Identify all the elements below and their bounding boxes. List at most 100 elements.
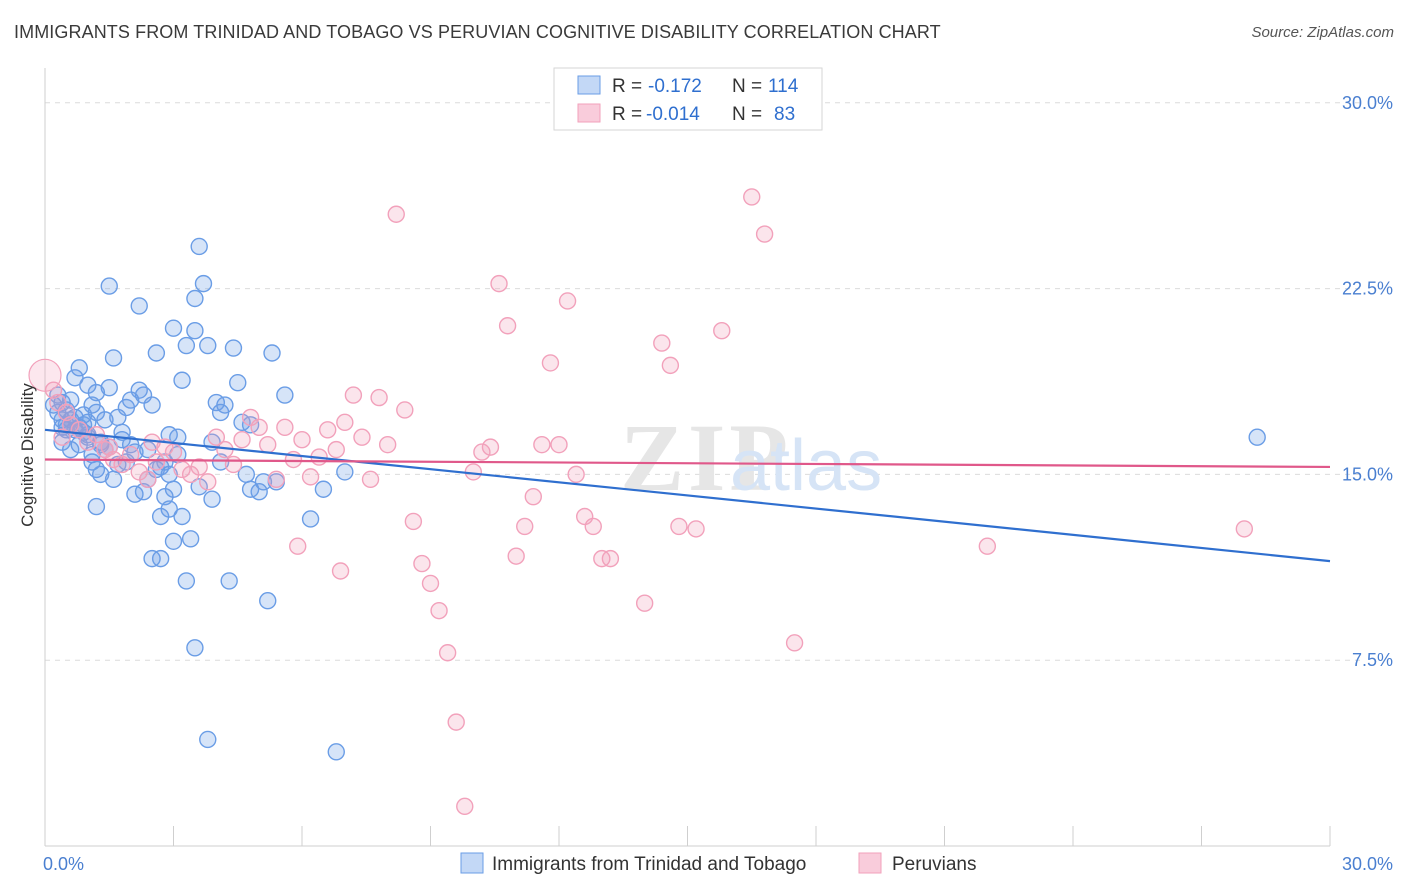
stats-legend: R = -0.172 N = 114 R = -0.014 N = 83 — [553, 67, 823, 131]
point-s1-41 — [396, 401, 414, 419]
point-s0-39 — [147, 344, 166, 362]
legend-swatch-pink — [577, 103, 601, 123]
point-cluster-pink — [28, 358, 62, 392]
point-s1-40 — [387, 205, 405, 223]
y-tick-label-0: 30.0% — [1342, 93, 1393, 113]
y-tick-label-3: 7.5% — [1352, 650, 1393, 670]
chart-title: IMMIGRANTS FROM TRINIDAD AND TOBAGO VS P… — [14, 22, 941, 42]
legend-n-label-1: N = — [732, 76, 762, 97]
point-s0-49 — [194, 274, 213, 293]
point-s0-62 — [263, 344, 281, 362]
point-s1-47 — [447, 713, 465, 731]
point-s1-44 — [421, 574, 440, 593]
legend-n-value-2: 83 — [774, 104, 795, 125]
legend-r-value-1: -0.172 — [648, 76, 702, 97]
x-tick-label-1: 30.0% — [1342, 854, 1393, 874]
point-s1-12 — [147, 453, 166, 471]
point-s1-60 — [558, 292, 577, 310]
point-s0-61 — [254, 473, 273, 491]
point-s1-18 — [199, 473, 217, 491]
point-s1-52 — [490, 274, 508, 293]
series-legend: Immigrants from Trinidad and Tobago Peru… — [460, 852, 977, 875]
point-s1-24 — [250, 418, 268, 437]
point-s0-47 — [186, 289, 204, 308]
point-s1-39 — [378, 435, 397, 454]
point-s0-81 — [164, 319, 183, 337]
axes — [44, 68, 1331, 847]
point-s0-60 — [250, 483, 268, 501]
legend-n-label-2: N = — [732, 104, 762, 125]
point-s0-68 — [164, 532, 183, 550]
point-s1-61 — [567, 465, 585, 484]
series-legend-label-1: Immigrants from Trinidad and Tobago — [492, 854, 806, 875]
y-tick-label-2: 15.0% — [1342, 464, 1393, 484]
point-s0-79 — [130, 297, 148, 315]
point-s0-46 — [177, 336, 196, 355]
point-s1-68 — [661, 356, 680, 375]
point-s0-21 — [66, 369, 84, 387]
point-s1-71 — [713, 321, 731, 340]
point-s1-32 — [319, 421, 337, 439]
point-s1-67 — [653, 334, 671, 352]
point-s1-65 — [601, 549, 620, 568]
trend-line-0 — [44, 428, 1331, 563]
point-s0-18 — [96, 411, 114, 429]
point-s1-43 — [413, 554, 431, 573]
point-s1-50 — [473, 443, 491, 461]
point-s1-11 — [139, 470, 157, 489]
point-s0-43 — [164, 480, 183, 498]
series-legend-swatch-pink — [858, 852, 882, 874]
point-s1-75 — [978, 537, 997, 555]
series-legend-swatch-blue — [460, 852, 484, 874]
point-s1-29 — [293, 431, 311, 449]
point-s1-48 — [456, 797, 474, 816]
point-s0-82 — [186, 321, 204, 340]
watermark-zip: ZIP — [620, 404, 792, 511]
point-s1-22 — [233, 431, 251, 449]
point-s0-55 — [224, 339, 243, 357]
point-s0-106 — [151, 507, 170, 526]
point-s1-53 — [498, 317, 517, 335]
x-tick-label-0: 0.0% — [43, 854, 84, 874]
point-s0-38 — [143, 396, 161, 414]
point-s1-59 — [550, 435, 568, 454]
point-s1-74 — [785, 634, 804, 652]
point-s1-30 — [301, 468, 320, 486]
point-s0-105 — [87, 497, 106, 516]
point-s1-37 — [361, 470, 380, 489]
point-s1-54 — [507, 547, 525, 565]
point-s0-45 — [173, 371, 191, 389]
y-tick-label-1: 22.5% — [1342, 279, 1393, 299]
point-s1-17 — [190, 458, 208, 476]
point-s0-91 — [121, 435, 140, 454]
point-s0-72 — [177, 572, 196, 590]
point-s1-79 — [100, 438, 118, 456]
point-s1-36 — [353, 428, 371, 446]
point-s0-74 — [199, 730, 217, 749]
point-s1-27 — [276, 418, 294, 437]
point-s1-73 — [755, 225, 774, 243]
point-s0-28 — [100, 378, 118, 397]
point-s0-73 — [186, 639, 204, 657]
point-s1-63 — [584, 517, 602, 536]
point-s0-85 — [104, 470, 123, 489]
point-s1-46 — [438, 644, 457, 662]
point-s0-65 — [220, 572, 238, 590]
point-s0-29 — [104, 349, 123, 367]
point-s1-57 — [533, 435, 551, 454]
watermark-atlas: atlas — [730, 426, 882, 506]
point-s0-112 — [79, 376, 97, 394]
point-s1-66 — [635, 594, 654, 612]
point-s0-71 — [143, 549, 161, 568]
point-s1-34 — [336, 413, 354, 432]
legend-n-value-1: 114 — [768, 76, 799, 97]
point-s0-20 — [61, 440, 80, 459]
point-s0-76 — [301, 510, 320, 528]
point-s1-45 — [430, 601, 448, 620]
point-s1-25 — [259, 435, 277, 454]
point-s1-21 — [224, 455, 243, 474]
point-s1-38 — [370, 388, 388, 407]
point-s0-96 — [83, 453, 101, 471]
point-s0-67 — [173, 507, 191, 526]
point-s1-69 — [670, 517, 688, 536]
